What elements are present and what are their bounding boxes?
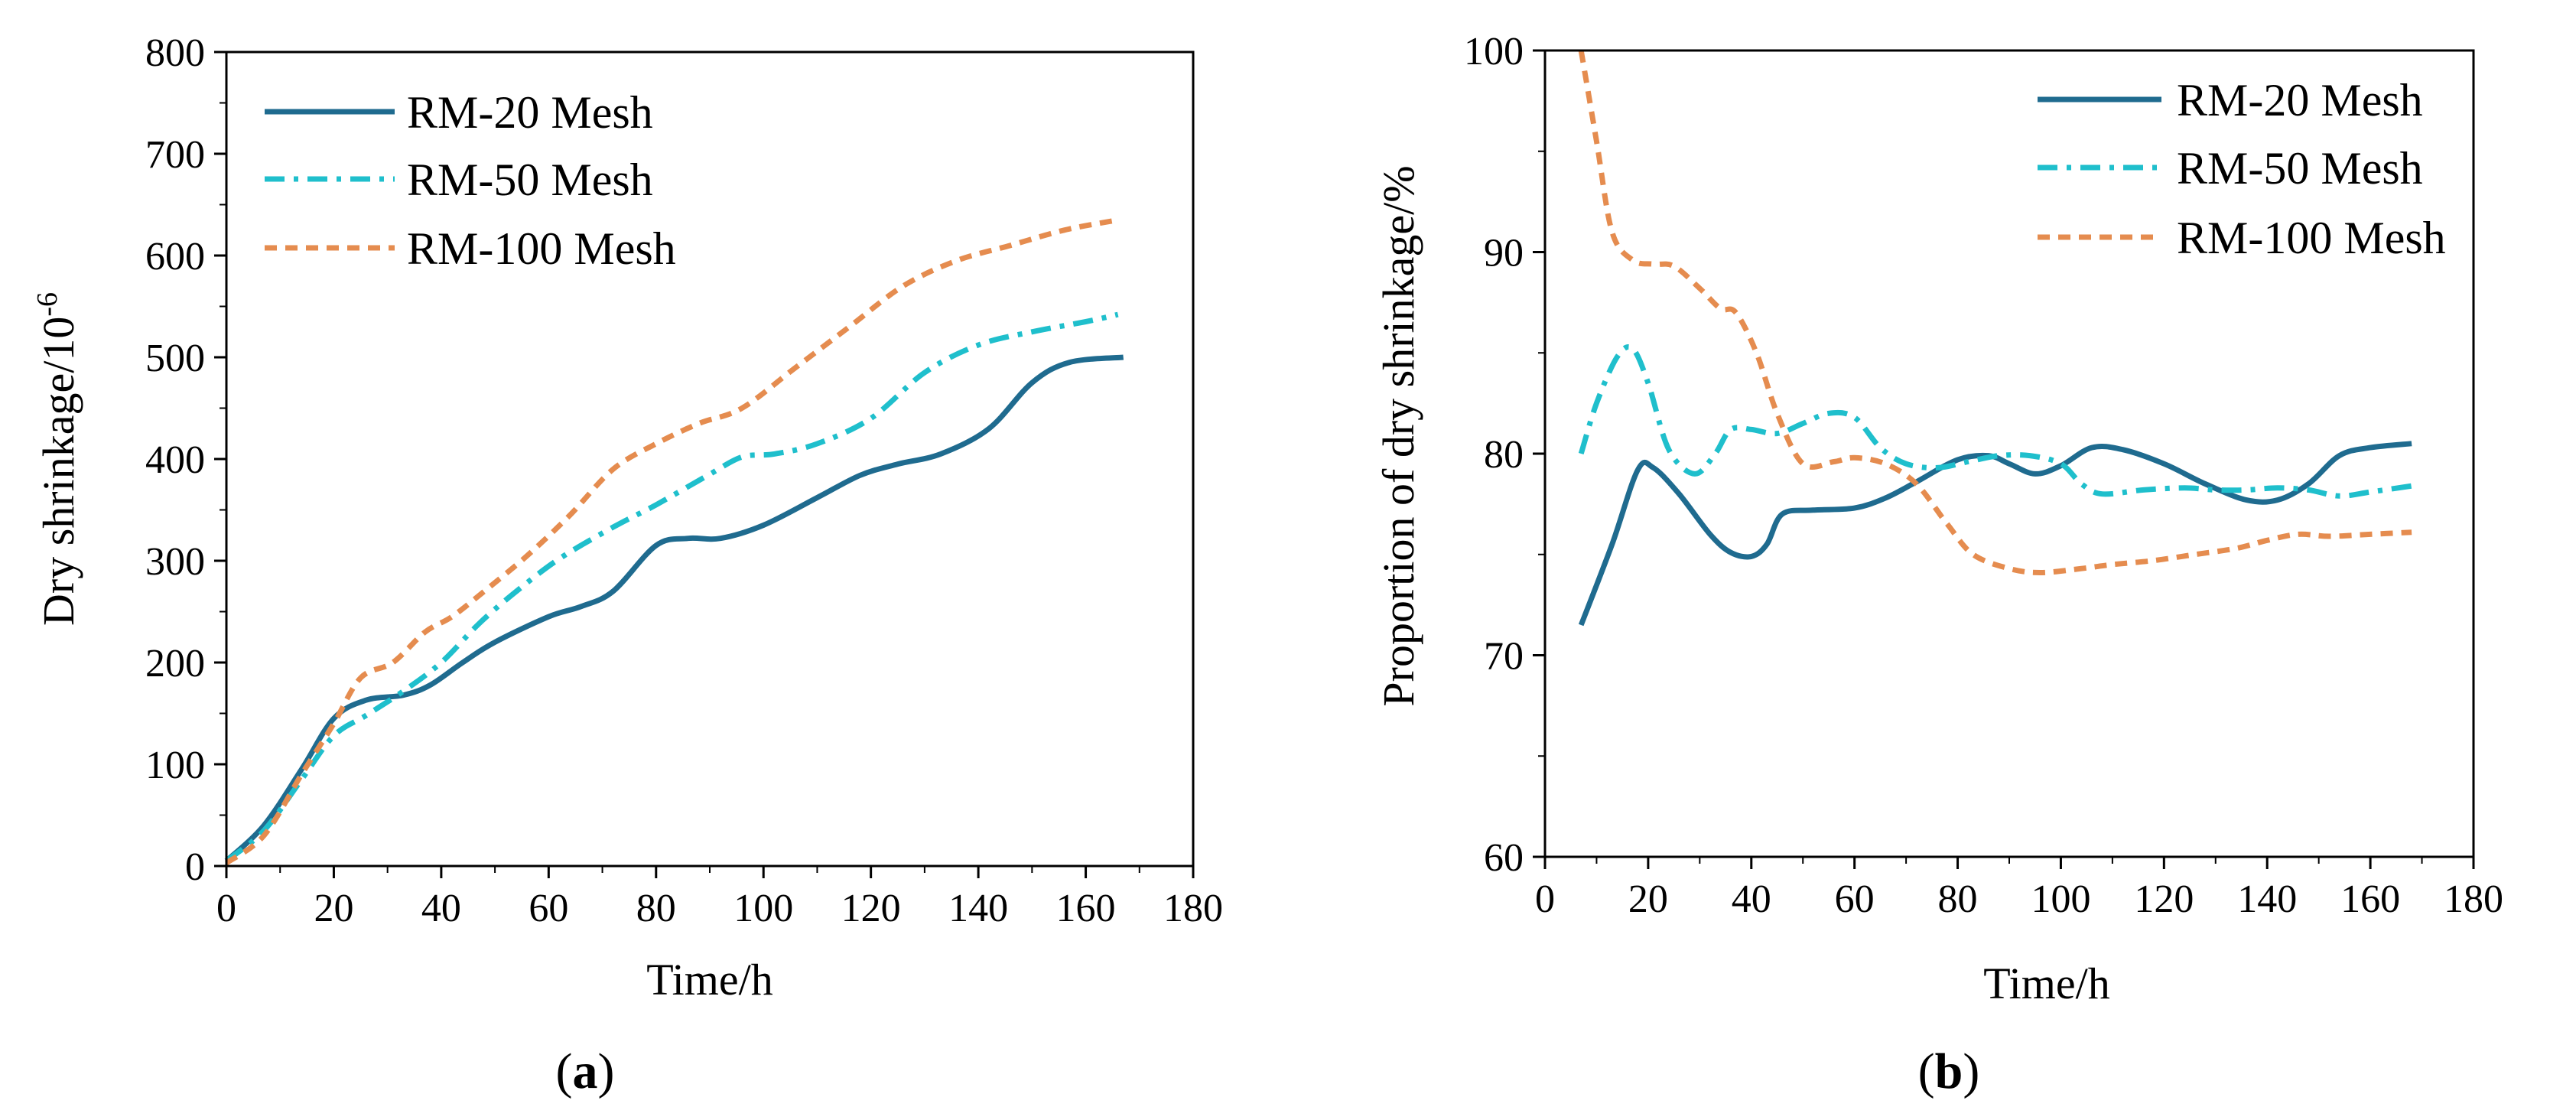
chart-b-x-tick-label: 160 [2340,877,2400,921]
chart-a-x-tick-label: 160 [1056,887,1116,930]
chart-a-y-tick-label: 0 [185,845,205,889]
chart-b-y-axis-title: Proportion of dry shrinkage/% [1374,165,1423,706]
chart-a-legend-label-rm-20: RM-20 Mesh [407,87,653,138]
chart-b-legend-label-rm-100: RM-100 Mesh [2177,213,2446,263]
chart-a-x-tick-label: 100 [733,887,793,930]
chart-a-caption-letter: a [573,1043,598,1099]
chart-b-series-layer [1578,50,2412,627]
chart-a-x-tick-label: 120 [841,887,901,930]
chart-a-x-tick-label: 180 [1163,887,1223,930]
chart-b-caption-close-paren: ) [1963,1043,1979,1099]
chart-b-y-tick-label: 90 [1484,232,1524,275]
chart-b-x-axis-title: Time/h [1983,959,2109,1008]
chart-b-panel-caption: (b) [1918,1043,1980,1099]
chart-a-y-tick-label: 800 [145,31,205,75]
chart-a-y-tick-label: 600 [145,235,205,278]
chart-a-y-tick-label: 500 [145,337,205,380]
chart-b-x-tick-label: 100 [2031,877,2090,921]
chart-a-x-tick-label: 20 [314,887,353,930]
chart-b-x-tick-label: 80 [1938,877,1978,921]
chart-b-x-tick-label: 20 [1628,877,1668,921]
chart-a-y-tick-label: 100 [145,744,205,787]
chart-b-x-tick-label: 120 [2134,877,2194,921]
chart-a-x-tick-label: 40 [421,887,461,930]
chart-a-legend-label-rm-50: RM-50 Mesh [407,155,653,205]
chart-b-x-tick-label: 40 [1732,877,1771,921]
chart-b-legend: RM-20 Mesh RM-50 Mesh RM-100 Mesh [2038,75,2446,263]
chart-a-x-tick-label: 80 [636,887,676,930]
chart-a-caption-open-paren: ( [556,1043,573,1099]
chart-b-x-tick-label: 0 [1535,877,1555,921]
chart-a-y-tick-label: 400 [145,438,205,482]
chart-b-caption-open-paren: ( [1918,1043,1935,1099]
chart-b-series-line-rm-50 [1578,344,2412,499]
chart-a-x-axis-title: Time/h [646,955,772,1004]
chart-b-x-tick-label: 60 [1835,877,1875,921]
chart-a-legend: RM-20 Mesh RM-50 Mesh RM-100 Mesh [265,87,676,274]
chart-panel-b: 0 20 40 60 80 100 120 140 160 180 60 70 80 90 100 Time… [1374,30,2503,1099]
chart-a-panel-caption: (a) [556,1043,615,1099]
chart-b-series-line-rm-100 [1578,50,2412,575]
chart-a-ticks: 0 20 40 60 80 100 120 140 160 180 0 100 200 300 400 500… [145,31,1223,930]
chart-a-series-line-rm-50 [224,311,1119,864]
chart-a-series-line-rm-20 [224,354,1124,863]
chart-b-legend-label-rm-20: RM-20 Mesh [2177,75,2423,125]
chart-b-y-tick-label: 60 [1484,836,1524,880]
chart-b-x-tick-label: 180 [2444,877,2503,921]
chart-a-caption-close-paren: ) [598,1043,615,1099]
chart-panel-a: 0 20 40 60 80 100 120 140 160 180 0 100 200 300 400 500… [31,31,1223,1099]
chart-a-legend-label-rm-100: RM-100 Mesh [407,223,676,274]
chart-a-y-tick-label: 300 [145,540,205,584]
chart-a-x-tick-label: 60 [529,887,568,930]
chart-a-x-tick-label: 140 [948,887,1008,930]
chart-b-legend-label-rm-50: RM-50 Mesh [2177,143,2423,194]
chart-b-y-tick-label: 80 [1484,433,1524,477]
chart-b-x-tick-label: 140 [2237,877,2297,921]
chart-b-y-tick-label: 70 [1484,635,1524,679]
chart-a-x-tick-label: 0 [216,887,236,930]
chart-a-y-tick-label: 200 [145,642,205,685]
chart-b-y-tick-label: 100 [1464,30,1524,73]
chart-a-y-tick-label: 700 [145,133,205,177]
chart-a-series-layer [224,217,1124,865]
chart-a-series-line-rm-100 [224,217,1119,865]
chart-a-y-axis-title-exponent: -6 [31,292,63,317]
chart-b-caption-letter: b [1935,1043,1963,1099]
chart-a-y-axis-title-base: Dry shrinkage/10 [34,317,83,626]
chart-a-y-axis-title: Dry shrinkage/10-6 [31,292,83,626]
chart-b-ticks: 0 20 40 60 80 100 120 140 160 180 60 70 80 90 100 [1464,30,2503,921]
